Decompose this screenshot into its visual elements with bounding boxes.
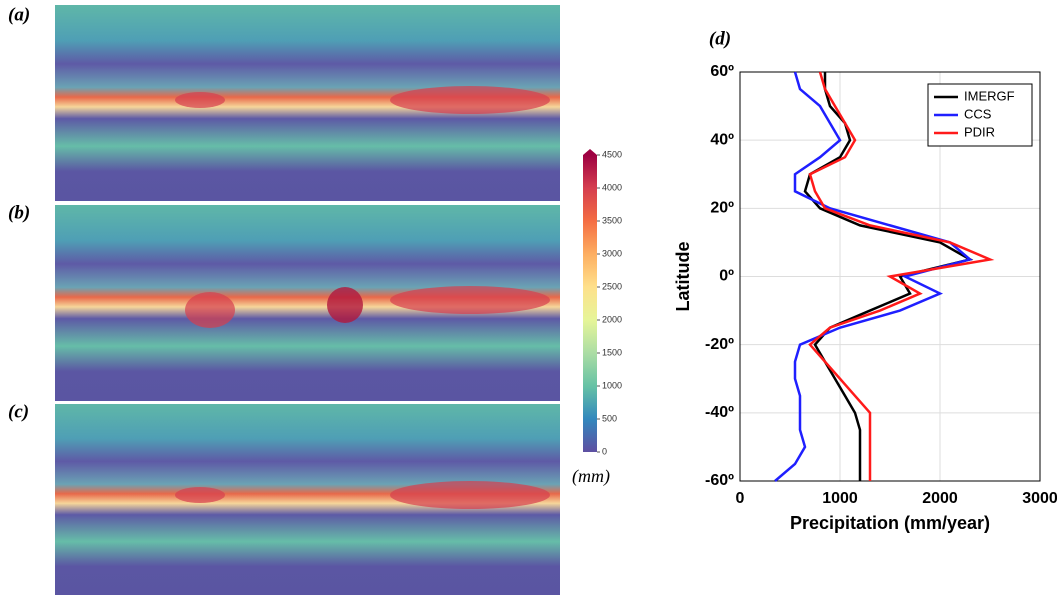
panel-label: (a) <box>8 4 30 25</box>
colorbar-tick-label: 500 <box>602 413 617 423</box>
y-tick-label: 20º <box>710 200 734 217</box>
map-c <box>55 404 560 595</box>
y-axis-label: Latitude <box>673 242 693 312</box>
x-tick-label: 0 <box>736 490 745 507</box>
map-b <box>55 205 560 401</box>
legend-label: CCS <box>964 106 992 121</box>
legend-label: IMERGF <box>964 88 1015 103</box>
colorbar-tick-label: 3000 <box>602 248 622 258</box>
colorbar-label: (mm) <box>572 466 610 487</box>
x-tick-label: 2000 <box>922 490 958 507</box>
colorbar-scale <box>583 155 597 452</box>
plot-frame <box>739 71 1041 482</box>
colorbar-tick-label: 3500 <box>602 215 622 225</box>
y-tick-label: 60º <box>710 63 734 80</box>
x-tick-label: 3000 <box>1022 490 1057 507</box>
y-tick-label: -60º <box>705 472 734 489</box>
y-tick-label: 0º <box>719 268 734 285</box>
colorbar-tick-label: 0 <box>602 446 607 456</box>
map-a <box>55 5 560 201</box>
colorbar-tick-label: 1500 <box>602 347 622 357</box>
x-axis-label: Precipitation (mm/year) <box>790 513 990 533</box>
panel-label: (b) <box>8 202 30 223</box>
colorbar-tick-label: 4500 <box>602 149 622 159</box>
colorbar: 0 500 1000 1500 2000 2500 3000 3500 4000 4500 <box>583 149 622 456</box>
legend-label: PDIR <box>964 124 995 139</box>
y-tick-label: -40º <box>705 404 734 421</box>
line-chart: (d) 0 1000 2000 3000 -60º -40º -20º 0º 20º 40º 60º P… <box>673 28 1057 532</box>
colorbar-tick-label: 4000 <box>602 182 622 192</box>
data-line <box>774 71 973 482</box>
y-tick-label: 40º <box>710 131 734 148</box>
data-line <box>808 71 995 481</box>
chart-title: (d) <box>709 28 731 49</box>
data-line <box>803 72 974 481</box>
colorbar-tick-label: 2500 <box>602 281 622 291</box>
x-tick-label: 1000 <box>822 490 858 507</box>
colorbar-tick-label: 1000 <box>602 380 622 390</box>
y-tick-label: -20º <box>705 336 734 353</box>
panel-label: (c) <box>8 401 29 422</box>
colorbar-tick-label: 2000 <box>602 314 622 324</box>
colorbar-cap <box>583 149 597 155</box>
